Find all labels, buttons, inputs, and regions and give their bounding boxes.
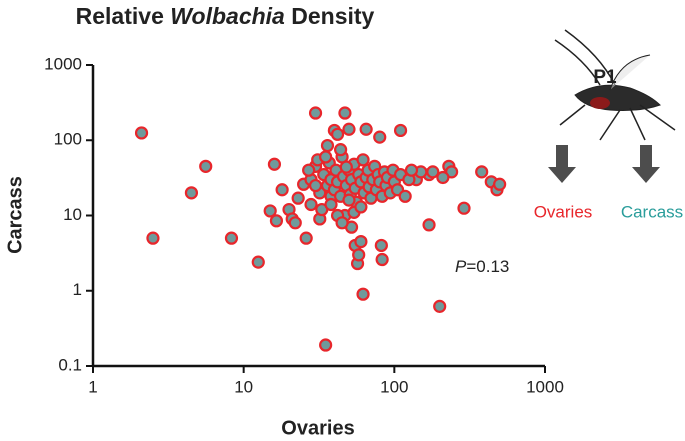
x-tick-label: 1 [88,377,97,396]
point [275,183,289,197]
point [308,178,323,193]
point [352,248,366,262]
point [359,122,373,136]
title-part: Relative [76,3,164,29]
point [436,170,450,185]
point [134,126,149,140]
y-axis-label: Carcass [4,176,26,254]
point [374,238,388,253]
y-tick-label: 100 [54,130,82,149]
diagram-label: P1 [593,67,617,88]
point [354,234,368,249]
point [267,157,282,171]
point [302,163,316,177]
point [299,231,313,245]
title-part: Wolbachia [170,3,285,29]
point [356,153,370,167]
diagram-output: Carcass [621,202,683,221]
point [457,201,471,215]
chart-title: Relative Wolbachia Density [76,3,375,29]
y-tick-label: 0.1 [58,355,82,374]
point [433,299,447,313]
point [291,191,305,205]
x-axis-label: Ovaries [281,417,354,439]
arrow [632,145,660,183]
y-tick-label: 1 [73,280,82,299]
point [288,216,302,230]
annotation-part: =0.13 [466,257,509,276]
point [335,216,349,230]
annotation: P=0.13 [455,257,509,276]
point [375,252,389,267]
point [251,255,265,269]
point [339,160,353,174]
point [493,177,507,191]
point [334,143,348,157]
title-part: Density [291,3,374,29]
point [224,231,239,245]
point [263,204,277,218]
annotation-part: P [455,257,467,276]
x-tick-label: 10 [234,377,253,396]
point [356,287,370,301]
point [393,123,408,138]
point [304,197,318,212]
point [324,197,338,212]
y-tick-label: 1000 [44,54,82,73]
point [342,122,356,136]
point [308,106,323,120]
point [330,127,345,141]
point [354,200,368,214]
arrow [548,145,576,183]
point [320,138,335,153]
point [199,159,213,173]
point [269,214,284,228]
x-tick-label: 100 [380,377,408,396]
point [184,186,199,200]
diagram-output: Ovaries [534,202,593,221]
mosquito-icon [554,29,676,141]
point [475,165,489,179]
point [319,338,333,352]
point [398,189,412,203]
point [422,218,436,232]
x-tick-label: 1000 [526,377,564,396]
point [146,231,160,245]
y-tick-label: 10 [63,205,82,224]
point [404,163,419,177]
point [338,106,352,120]
point [319,150,333,164]
point [342,193,356,207]
point [373,130,387,144]
